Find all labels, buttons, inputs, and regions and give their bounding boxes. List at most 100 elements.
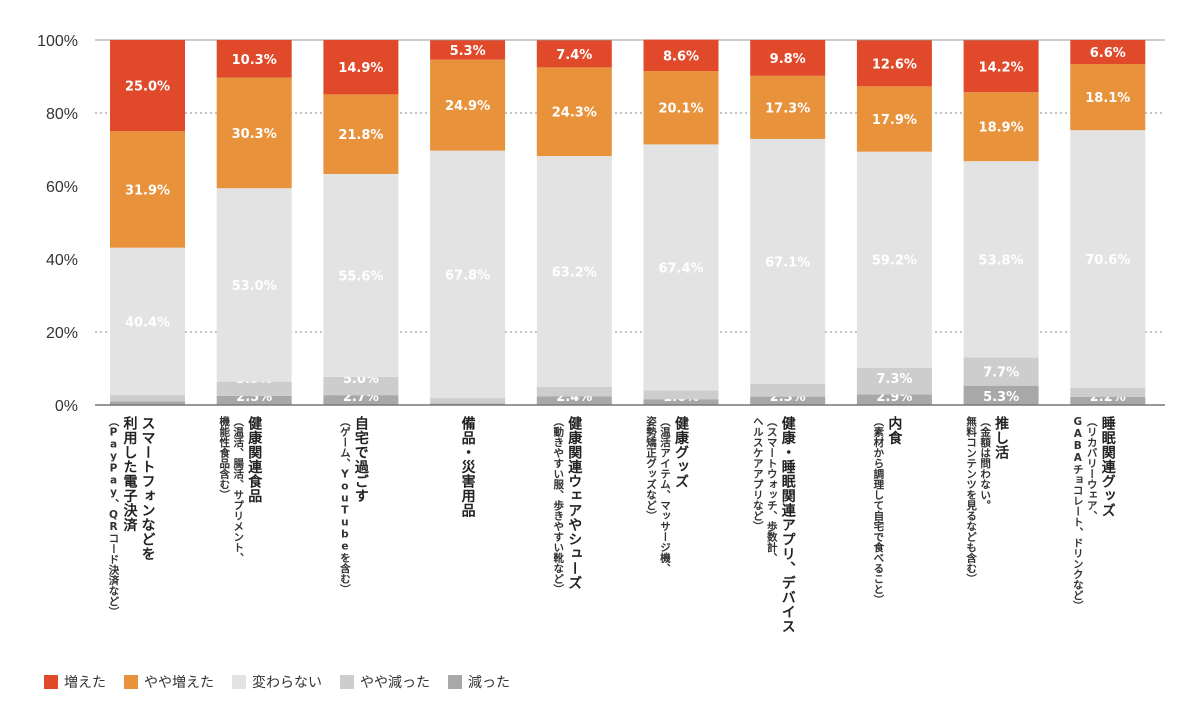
category-title: 健康関連食品 — [246, 416, 263, 503]
data-label: 7.7% — [983, 366, 1019, 381]
legend-swatch — [448, 675, 462, 689]
bar-segment — [216, 381, 292, 396]
category-title: 内食 — [886, 416, 903, 445]
y-tick-label: 60% — [46, 179, 78, 196]
data-label: 21.8% — [338, 128, 383, 143]
legend-label: 増えた — [64, 675, 106, 691]
data-label: 7.3% — [876, 372, 912, 387]
bar-segment — [643, 39, 719, 72]
bar-segment — [750, 138, 826, 384]
bar-segment — [1070, 130, 1146, 388]
data-label: 5.3% — [450, 44, 486, 59]
data-label: 70.6% — [1085, 253, 1130, 268]
bar-segment — [430, 398, 506, 404]
bar-segment — [323, 94, 399, 174]
legend-swatch — [124, 675, 138, 689]
data-label: 20.1% — [658, 102, 703, 117]
legend-swatch — [232, 675, 246, 689]
category-subtitle: （金額は問わない。 — [979, 416, 992, 511]
bar-segment — [963, 385, 1039, 405]
bar-segment — [1070, 396, 1146, 405]
data-label: 24.9% — [445, 99, 490, 114]
category-subtitle: 姿勢矯正グッズなど） — [645, 416, 657, 521]
y-tick-label: 100% — [37, 33, 78, 50]
bar-segment — [110, 40, 185, 132]
data-label: 12.6% — [872, 57, 917, 72]
data-label: 18.9% — [979, 121, 1024, 136]
category-subtitle: 機能性食品含む） — [218, 416, 231, 500]
bar-segment — [536, 386, 612, 397]
legend-label: やや減った — [360, 675, 430, 691]
bar-segment — [750, 75, 826, 139]
bar-segment — [110, 131, 185, 248]
data-label: 53.8% — [979, 253, 1024, 268]
bar-segment — [856, 40, 932, 87]
legend-label: 変わらない — [252, 675, 322, 691]
bar-segment — [750, 40, 826, 76]
bar-segment — [216, 188, 292, 382]
category-subtitle: GABAチョコレート、ドリンクなど） — [1071, 416, 1084, 611]
data-label: 31.9% — [125, 183, 170, 198]
data-label: 59.2% — [872, 254, 917, 269]
data-label: 24.3% — [552, 106, 597, 121]
category-subtitle: （スマートウォッチ、歩数計、 — [765, 416, 778, 563]
data-label: 10.3% — [232, 53, 277, 68]
bar-segment — [536, 67, 612, 157]
category-subtitle: （温活、腸活、サプリメント、 — [232, 416, 245, 563]
bar-segment — [1070, 40, 1146, 65]
bar-segment — [963, 40, 1039, 93]
bar-segment — [643, 144, 719, 391]
category-subtitle: （PayPay、QRコード決済など） — [107, 416, 120, 617]
bar-segment — [323, 395, 399, 405]
category-subtitle: （ゲーム、YouTubeを含む） — [338, 416, 351, 595]
data-label: 17.9% — [872, 113, 917, 128]
bar-segment — [430, 150, 506, 399]
category-label: 健康関連食品 （温活、腸活、サプリメント、 機能性食品含む） — [217, 416, 263, 666]
category-title: 健康・睡眠関連アプリ、デバイス — [779, 416, 796, 634]
bar-segment — [536, 396, 612, 405]
data-label: 40.4% — [125, 315, 170, 330]
legend-item: 減った — [448, 672, 510, 692]
bar-segment — [216, 77, 292, 189]
category-subtitle: ヘルスケアアプリなど） — [751, 416, 764, 532]
legend-item: やや減った — [340, 672, 430, 692]
category-label: 自宅で過ごす （ゲーム、YouTubeを含む） — [338, 416, 370, 666]
legend: 増えた やや増えた 変わらない やや減った 減った — [44, 672, 510, 692]
data-label: 14.2% — [979, 60, 1024, 75]
data-label: 55.6% — [338, 269, 383, 284]
bar-segment — [110, 247, 185, 396]
data-label: 18.1% — [1085, 91, 1130, 106]
bar-segment — [963, 161, 1039, 358]
category-label: 備品・災害用品 — [459, 416, 477, 666]
category-title: 睡眠関連グッズ — [1099, 416, 1116, 518]
data-label: 17.3% — [765, 101, 810, 116]
data-label: 8.6% — [663, 49, 699, 64]
data-label: 7.4% — [556, 48, 592, 63]
bar-segment — [323, 376, 399, 396]
bar-segment — [110, 401, 185, 405]
category-title: 備品・災害用品 — [459, 416, 476, 518]
data-label: 6.6% — [1090, 46, 1126, 61]
data-label: 14.9% — [338, 61, 383, 76]
data-label: 5.3% — [983, 390, 1019, 405]
data-label: 25.0% — [125, 80, 170, 95]
category-label: 健康関連ウェアやシューズ （動きやすい服、歩きやすい靴など） — [551, 416, 583, 666]
category-subtitle: （動きやすい服、歩きやすい靴など） — [552, 416, 565, 595]
bar-segment — [750, 396, 826, 405]
legend-label: 減った — [468, 675, 510, 691]
bar-segment — [536, 156, 612, 387]
bar-segment — [430, 40, 506, 60]
bar-segment — [963, 357, 1039, 386]
data-label: 30.3% — [232, 127, 277, 142]
data-label: 67.8% — [445, 268, 490, 283]
y-tick-label: 40% — [46, 252, 78, 269]
bar-segment — [323, 173, 399, 377]
category-label: 内食 （素材から調理して自宅で食べること） — [871, 416, 903, 666]
y-tick-label: 80% — [46, 106, 78, 123]
legend-swatch — [44, 675, 58, 689]
data-label: 63.2% — [552, 265, 597, 280]
data-label: 9.8% — [770, 52, 806, 67]
category-subtitle: （温活アイテム、マッサージ機、 — [659, 416, 671, 574]
